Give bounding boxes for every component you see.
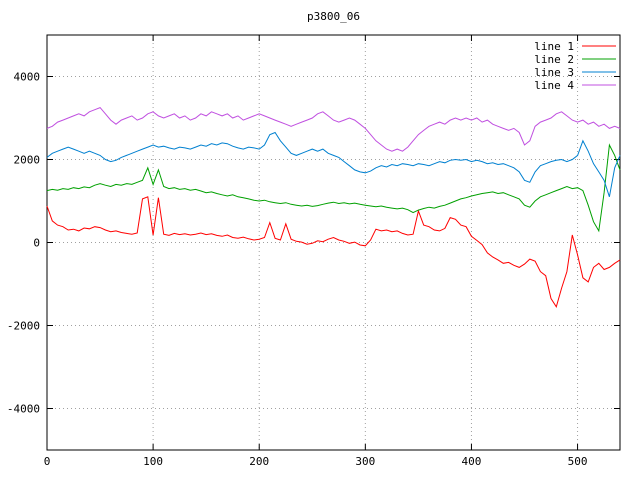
series-line-2 [46, 143, 621, 233]
legend-label: line 4 [534, 79, 574, 92]
legend-label: line 3 [534, 66, 574, 79]
x-tick-label: 400 [462, 455, 482, 468]
legend-label: line 2 [534, 53, 574, 66]
x-tick-label: 300 [355, 455, 375, 468]
series-line-1 [46, 196, 621, 309]
y-tick-label: -4000 [7, 403, 40, 416]
x-tick-label: 0 [44, 455, 51, 468]
y-tick-label: 2000 [14, 154, 41, 167]
series-line-4 [46, 107, 621, 152]
x-tick-label: 100 [143, 455, 163, 468]
y-tick-label: 4000 [14, 71, 41, 84]
series-line-3 [46, 131, 621, 197]
x-tick-label: 500 [568, 455, 588, 468]
plot-border [46, 34, 621, 451]
legend-label: line 1 [534, 40, 574, 53]
x-tick-label: 200 [249, 455, 269, 468]
chart-title: p3800_06 [307, 10, 360, 23]
y-tick-label: 0 [33, 237, 40, 250]
y-tick-label: -2000 [7, 320, 40, 333]
